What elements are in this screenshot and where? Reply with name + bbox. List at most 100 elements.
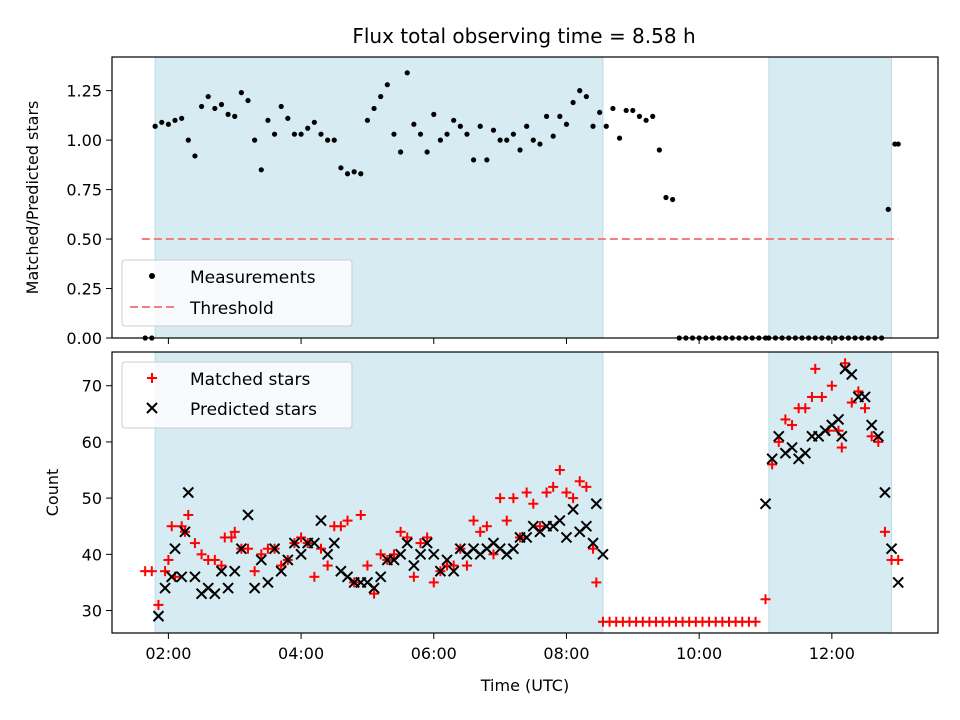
predicted-star-point-b bbox=[179, 526, 191, 538]
matched-star-point bbox=[495, 493, 506, 504]
predicted-star-point-b bbox=[441, 554, 453, 566]
predicted-star-point bbox=[255, 554, 267, 566]
matched-star-point bbox=[322, 560, 333, 571]
measurement-point bbox=[331, 137, 337, 143]
predicted-star-point bbox=[799, 447, 812, 459]
predicted-star-point bbox=[169, 542, 181, 555]
measurement-point bbox=[364, 117, 371, 123]
predicted-star-point-b bbox=[839, 363, 851, 375]
ratio-axes-frame bbox=[111, 56, 939, 339]
measurement-point bbox=[225, 111, 231, 117]
predicted-star-point bbox=[394, 548, 407, 561]
measurement-point bbox=[159, 119, 165, 125]
measurement-point bbox=[271, 131, 278, 137]
predicted-star-point-b bbox=[166, 571, 178, 583]
matched-star-point bbox=[146, 566, 157, 577]
predicted-star-point bbox=[268, 542, 281, 555]
ratio-ytick-label: 0.75 bbox=[66, 181, 102, 200]
predicted-star-point-b bbox=[527, 520, 540, 532]
predicted-star-point bbox=[507, 542, 520, 555]
measurement-point bbox=[570, 99, 576, 106]
count-xtick-label: 12:00 bbox=[809, 644, 855, 663]
threshold-legend-label: Threshold bbox=[189, 299, 274, 319]
measurement-point bbox=[311, 119, 317, 125]
matched-star-point bbox=[554, 465, 565, 476]
predicted-star-point bbox=[401, 537, 413, 549]
measurement-point bbox=[232, 113, 238, 119]
measurement-point bbox=[298, 131, 304, 137]
matched-star-point bbox=[800, 403, 811, 414]
predicted-star-point-b bbox=[295, 548, 307, 561]
matched-star-point bbox=[591, 577, 602, 588]
measurement-point bbox=[603, 123, 609, 129]
matched-star-point bbox=[866, 431, 877, 442]
predicted-star-point bbox=[209, 587, 221, 600]
predicted-star-point-b bbox=[159, 582, 171, 594]
predicted-star-point-b bbox=[189, 571, 201, 583]
matched-star-point bbox=[402, 532, 413, 543]
predicted-star-point bbox=[321, 548, 334, 561]
predicted-star-point-b bbox=[554, 514, 566, 527]
predicted-star-point-b bbox=[885, 542, 898, 555]
measurement-point bbox=[583, 93, 589, 100]
count-xtick-label: 04:00 bbox=[278, 644, 324, 663]
predicted-star-point bbox=[441, 554, 453, 566]
predicted-star-point-b bbox=[447, 565, 460, 577]
matched-star-point bbox=[448, 560, 459, 571]
matched-star-point bbox=[415, 538, 426, 549]
measurement-point bbox=[457, 123, 463, 129]
measurement-point bbox=[484, 157, 490, 163]
predicted-star-point bbox=[859, 391, 871, 403]
matched-star-point bbox=[163, 554, 174, 565]
predicted-star-point-b bbox=[587, 537, 599, 549]
predicted-star-point bbox=[587, 537, 599, 549]
predicted-legend-marker bbox=[146, 402, 158, 414]
matched-star-point bbox=[216, 560, 227, 571]
predicted-star-point bbox=[590, 498, 603, 510]
measurement-point bbox=[344, 171, 351, 177]
count-panel: 30 40 50 60 70 02:00 04:00 06:00 08:00 10:00 12:00… bbox=[43, 351, 939, 695]
predicted-star-point bbox=[597, 548, 609, 561]
measurement-point bbox=[172, 117, 178, 123]
predicted-star-point bbox=[229, 565, 241, 577]
predicted-star-point-b bbox=[374, 571, 387, 583]
measurement-point bbox=[623, 107, 629, 114]
measurement-point bbox=[305, 125, 311, 131]
measurement-point bbox=[179, 115, 185, 121]
matched-star-point bbox=[826, 380, 837, 391]
predicted-star-point-b bbox=[335, 565, 347, 577]
predicted-star-point bbox=[885, 542, 898, 555]
predicted-star-point-b bbox=[846, 368, 858, 381]
measurement-point bbox=[424, 149, 430, 155]
matched-star-point bbox=[189, 538, 200, 549]
count-legend-box bbox=[121, 361, 353, 429]
ratio-legend: Measurements Threshold bbox=[121, 259, 353, 327]
matched-star-point bbox=[256, 549, 267, 560]
chart-title: Flux total observing time = 8.58 h bbox=[352, 24, 695, 48]
predicted-star-point bbox=[288, 537, 301, 549]
predicted-star-point bbox=[179, 526, 191, 538]
matched-star-point bbox=[209, 554, 220, 565]
predicted-star-point-b bbox=[421, 537, 433, 549]
ratio-ytick-label: 0.00 bbox=[66, 329, 102, 348]
predicted-star-point bbox=[773, 430, 785, 443]
measurement-point bbox=[265, 117, 271, 123]
matched-star-point bbox=[249, 566, 260, 577]
matched-star-point bbox=[541, 487, 552, 498]
matched-star-point bbox=[488, 549, 499, 560]
predicted-marker-glyph bbox=[146, 402, 158, 414]
matched-star-point bbox=[853, 386, 864, 397]
ratio-ytick-label: 1.00 bbox=[66, 131, 102, 150]
measurement-point bbox=[650, 113, 656, 119]
measurements-legend-label: Measurements bbox=[190, 268, 316, 288]
predicted-star-point bbox=[248, 582, 261, 594]
predicted-star-point-b bbox=[282, 554, 294, 566]
matched-star-point bbox=[528, 498, 539, 509]
matched-star-point bbox=[561, 487, 572, 498]
measurement-point bbox=[610, 105, 616, 112]
predicted-star-point-b bbox=[229, 565, 241, 577]
matched-star-point bbox=[836, 442, 847, 453]
predicted-star-point bbox=[832, 413, 845, 426]
measurement-point bbox=[577, 88, 583, 94]
